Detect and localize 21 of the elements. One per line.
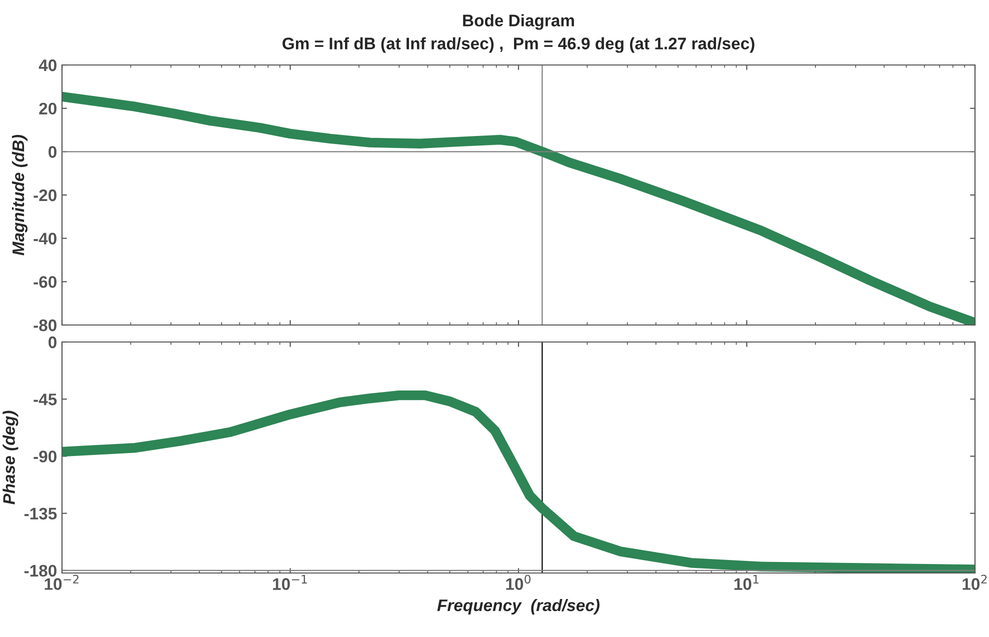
x-axis-title: Frequency (rad/sec) — [437, 598, 600, 614]
y-tick-label: -20 — [34, 189, 56, 202]
x-tick-label: 10$^{−1}$ — [273, 574, 307, 590]
y-axis-title: Magnitude (dB) — [12, 134, 28, 256]
x-tick-label: 10$^{2}$ — [962, 574, 987, 590]
y-tick-label: -135 — [24, 508, 57, 520]
y-tick-label: 0 — [48, 146, 56, 158]
y-tick-label: -80 — [34, 319, 56, 332]
y-tick-label: 40 — [38, 59, 56, 72]
y-tick-label: -60 — [34, 276, 56, 288]
chart-subtitle: Gm = Inf dB (at Inf rad/sec) , Pm = 46.9 deg (at 1.27 rad/sec) — [282, 37, 754, 53]
y-tick-label: 20 — [39, 102, 56, 115]
x-tick-label: 10$^{1}$ — [734, 574, 758, 590]
y-tick-label: 0 — [48, 336, 56, 348]
y-tick-label: -90 — [34, 450, 56, 462]
y-tick-label: -40 — [34, 232, 56, 245]
y-tick-label: -45 — [34, 394, 57, 406]
chart-title: Bode Diagram — [463, 14, 574, 30]
y-axis-title: Phase (deg) — [2, 410, 18, 504]
x-tick-label: 10$^{0}$ — [506, 574, 531, 590]
y-tick-label: -180 — [24, 564, 56, 577]
